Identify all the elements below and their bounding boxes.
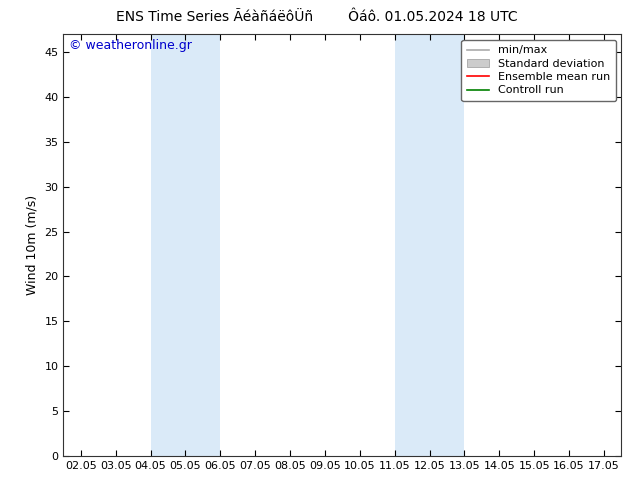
Text: ENS Time Series ÃéàñáëôÜñ        Ôáô. 01.05.2024 18 UTC: ENS Time Series ÃéàñáëôÜñ Ôáô. 01.05.202… (116, 10, 518, 24)
Y-axis label: Wind 10m (m/s): Wind 10m (m/s) (26, 195, 39, 295)
Text: © weatheronline.gr: © weatheronline.gr (69, 39, 192, 51)
Bar (394, 34, 464, 456)
Bar (150, 34, 221, 456)
Legend: min/max, Standard deviation, Ensemble mean run, Controll run: min/max, Standard deviation, Ensemble me… (462, 40, 616, 101)
